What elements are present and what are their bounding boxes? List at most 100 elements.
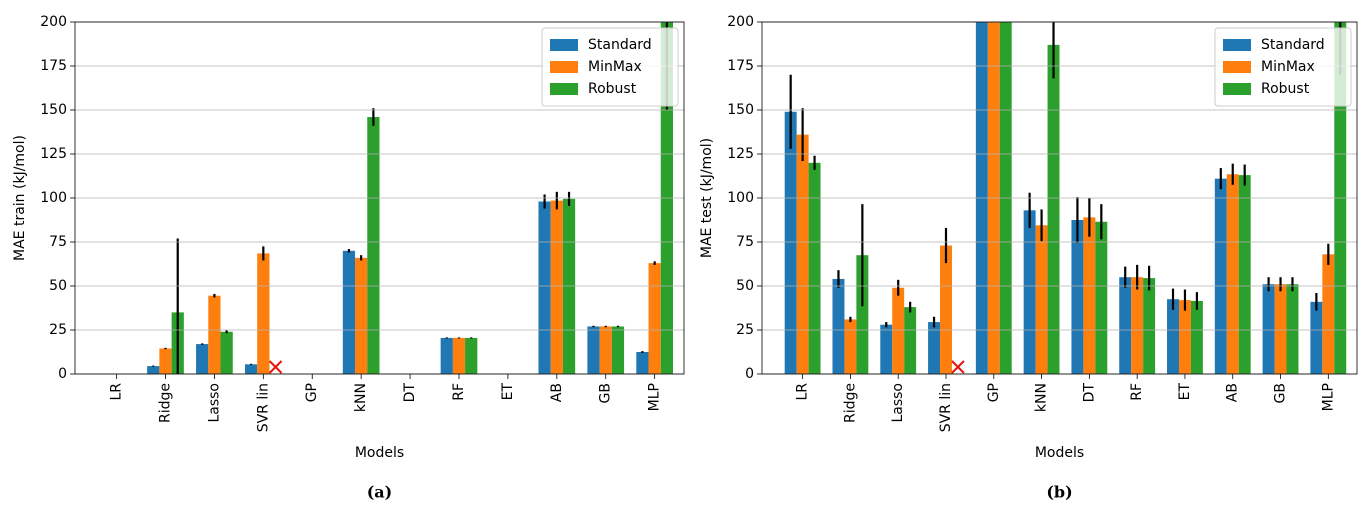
bar (1047, 44, 1060, 374)
bar (367, 117, 380, 374)
bar (928, 322, 941, 374)
panel-label: (a) (367, 483, 393, 502)
bar (1286, 284, 1299, 374)
x-tick-label: MLP (647, 383, 663, 411)
bar (355, 257, 368, 374)
y-tick-label: 125 (40, 146, 67, 162)
y-tick-label: 175 (727, 58, 754, 74)
x-tick-label: DT (1081, 383, 1097, 403)
x-tick-label: AB (1225, 383, 1241, 402)
missing-marker (268, 360, 283, 374)
bar (257, 253, 270, 374)
bar (940, 245, 952, 374)
bar (208, 295, 221, 374)
bar (550, 200, 563, 374)
y-tick-label: 50 (736, 278, 754, 294)
bar (1095, 221, 1108, 374)
bar (987, 22, 1000, 374)
bar (159, 348, 172, 374)
legend-label: Robust (1261, 81, 1310, 97)
bar (1178, 300, 1191, 374)
legend-swatch (1223, 83, 1251, 95)
y-tick-label: 150 (727, 102, 754, 118)
x-tick-label: kNN (353, 383, 369, 412)
bar (808, 162, 821, 374)
bar (452, 337, 466, 374)
x-tick-label: GB (598, 383, 614, 403)
bar (1310, 301, 1323, 374)
y-axis-label: MAE train (kJ/mol) (12, 135, 28, 261)
y-tick-label: 125 (727, 146, 754, 162)
x-tick-label: SVR lin (938, 383, 954, 432)
legend-swatch (1223, 39, 1251, 51)
bar (196, 344, 209, 374)
bar (1119, 277, 1132, 374)
x-tick-label: GB (1273, 383, 1289, 403)
y-tick-label: 25 (736, 322, 754, 338)
y-tick-label: 150 (40, 102, 67, 118)
x-tick-label: Ridge (842, 383, 858, 423)
bar (147, 366, 160, 374)
bar (538, 201, 551, 374)
bar (587, 326, 600, 374)
y-tick-label: 0 (58, 366, 67, 382)
axes-frame (761, 21, 1358, 375)
x-tick-label: RF (451, 383, 467, 401)
legend-swatch (550, 83, 578, 95)
bar (1322, 254, 1335, 374)
x-tick-label: Lasso (890, 383, 906, 423)
bar (1143, 278, 1156, 374)
x-tick-label: DT (402, 383, 418, 403)
bar (1226, 174, 1239, 374)
y-tick-label: 75 (736, 234, 754, 250)
bar (975, 22, 988, 374)
bar (599, 326, 612, 374)
x-axis-label: Models (355, 445, 404, 461)
x-tick-label: Ridge (157, 383, 173, 423)
y-axis-label: MAE test (kJ/mol) (699, 138, 715, 258)
bar (562, 198, 576, 374)
bar (465, 337, 478, 374)
x-tick-label: SVR lin (255, 383, 271, 432)
bar (999, 22, 1012, 374)
y-tick-label: 175 (40, 58, 67, 74)
x-tick-label: LR (109, 383, 125, 401)
legend-label: MinMax (1261, 59, 1315, 75)
bar (844, 319, 857, 374)
bar (1167, 299, 1179, 374)
axes-frame (74, 21, 685, 375)
bar (611, 326, 625, 374)
y-tick-label: 100 (40, 190, 67, 206)
y-tick-label: 200 (40, 14, 67, 30)
y-tick-label: 50 (49, 278, 67, 294)
legend-swatch (550, 39, 578, 51)
x-tick-label: ET (500, 383, 516, 401)
bar (1238, 175, 1251, 374)
bar (1071, 220, 1084, 374)
x-tick-label: kNN (1034, 383, 1050, 412)
y-tick-label: 75 (49, 234, 67, 250)
bar (220, 331, 233, 374)
legend-label: Robust (588, 81, 637, 97)
bar (244, 364, 258, 374)
x-tick-label: MLP (1320, 383, 1336, 411)
legend-label: MinMax (588, 59, 642, 75)
bar (904, 307, 917, 374)
y-tick-label: 0 (745, 366, 754, 382)
bar (1274, 284, 1287, 374)
x-axis-label: Models (1035, 445, 1084, 461)
x-tick-label: GP (986, 383, 1002, 402)
legend-label: Standard (588, 37, 652, 53)
panel-label: (b) (1046, 483, 1072, 502)
y-tick-label: 25 (49, 322, 67, 338)
x-tick-label: AB (549, 383, 565, 402)
x-tick-label: Lasso (206, 383, 222, 423)
bar (440, 337, 453, 374)
bar (1023, 210, 1036, 374)
x-tick-label: GP (304, 383, 320, 402)
bar (1083, 217, 1096, 374)
legend-swatch (550, 61, 578, 73)
bar (648, 263, 661, 374)
bar (636, 352, 649, 374)
